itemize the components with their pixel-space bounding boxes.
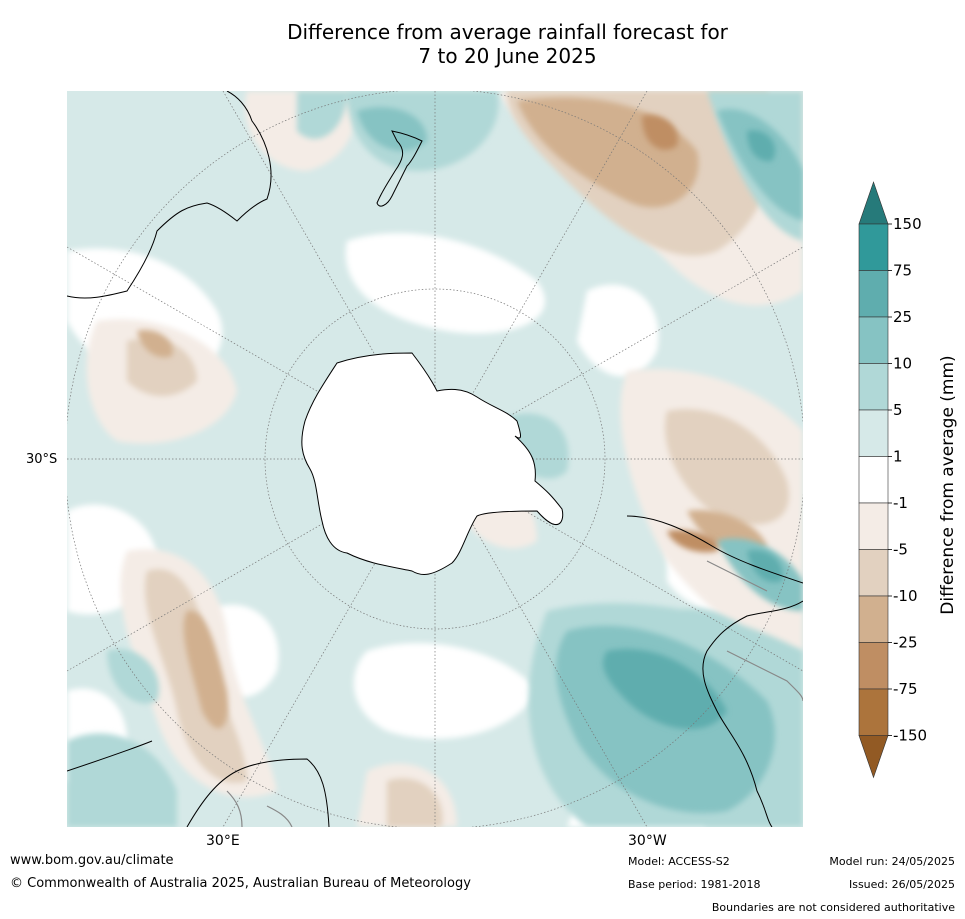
footer-disclaimer: Boundaries are not considered authoritat…: [711, 901, 955, 914]
colorbar-tick-label: 5: [893, 401, 903, 419]
new-zealand: [376, 130, 423, 207]
colorbar-bin: [858, 223, 889, 271]
colorbar-tick-label: -5: [893, 541, 908, 559]
footer-model-run: Model run: 24/05/2025: [829, 855, 955, 868]
australia: [67, 91, 272, 299]
colorbar-bin: [858, 595, 889, 643]
southern-africa: [67, 740, 330, 827]
footer-copyright: © Commonwealth of Australia 2025, Austra…: [10, 876, 471, 891]
colorbar-bin: [858, 642, 889, 690]
wet-anomaly-strong: [603, 130, 783, 730]
colorbar-tick-label: 1: [893, 448, 903, 466]
colorbar-tick-label: -150: [893, 727, 927, 745]
colorbar-tick-label: 150: [893, 215, 922, 233]
title-line-2: 7 to 20 June 2025: [418, 44, 597, 68]
rainfall-anomaly-map: [67, 91, 803, 827]
colorbar-bin: [858, 409, 889, 457]
footer-issued: Issued: 26/05/2025: [848, 878, 955, 891]
colorbar-tick-label: -10: [893, 587, 918, 605]
longitude-label-30w: 30°W: [628, 833, 667, 849]
colorbar-tick-label: 25: [893, 308, 912, 326]
country-borders: [226, 560, 803, 827]
colorbar-bin: [858, 549, 889, 597]
footer-model: Model: ACCESS-S2: [628, 855, 730, 868]
colorbar: 150 75 25 10 5 1 -1 -5 -10 -25 -75 -150: [858, 181, 927, 779]
footer-url[interactable]: www.bom.gov.au/climate: [10, 853, 174, 868]
colorbar-title: Difference from average (mm): [938, 355, 958, 615]
latitude-label-30s: 30°S: [26, 452, 58, 467]
colorbar-arrow-bottom: [858, 735, 889, 779]
colorbar-tick-label: -75: [893, 680, 918, 698]
colorbar-bin: [858, 456, 889, 504]
longitude-label-30e: 30°E: [206, 833, 240, 849]
colorbar-tick-label: 75: [893, 262, 912, 280]
title-line-1: Difference from average rainfall forecas…: [287, 20, 728, 44]
colorbar-tick-label: -25: [893, 634, 918, 652]
colorbar-bin: [858, 502, 889, 550]
colorbar-tick-label: -1: [893, 494, 908, 512]
map-title: Difference from average rainfall forecas…: [0, 20, 965, 68]
colorbar-tick-label: 10: [893, 355, 912, 373]
colorbar-bin: [858, 316, 889, 364]
colorbar-arrow-top: [858, 181, 889, 225]
antarctica: [301, 352, 564, 576]
dry-anomaly-very-strong: [642, 115, 719, 553]
colorbar-bin: [858, 363, 889, 411]
colorbar-bin: [858, 270, 889, 318]
footer-base-period: Base period: 1981-2018: [628, 878, 761, 891]
south-america: [626, 515, 803, 827]
colorbar-bin: [858, 688, 889, 736]
